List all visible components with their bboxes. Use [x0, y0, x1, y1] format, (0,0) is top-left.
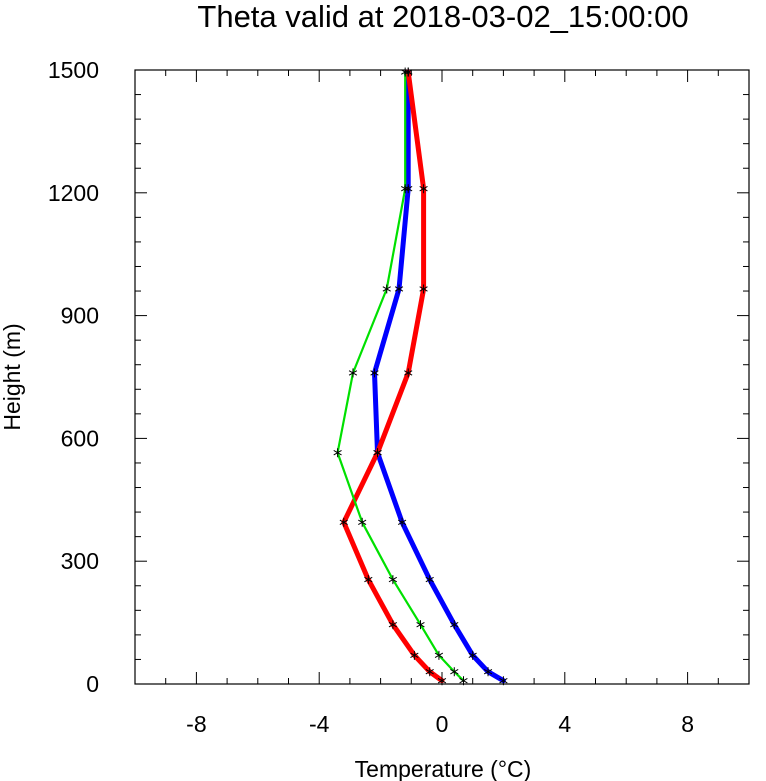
data-point-marker: [499, 676, 508, 686]
data-point-markers: [333, 67, 508, 686]
data-point-marker: [339, 517, 348, 527]
data-point-marker: [397, 517, 407, 527]
data-point-marker: [434, 650, 444, 660]
data-point-marker: [370, 368, 379, 378]
data-point-marker: [394, 284, 404, 294]
data-point-marker: [404, 368, 413, 378]
x-tick-labels: -8 -4 0 4 8: [186, 711, 694, 737]
plot-frame: [134, 69, 750, 685]
data-point-marker: [416, 620, 425, 630]
y-tick-label: 1500: [48, 57, 99, 83]
data-point-marker: [333, 448, 342, 458]
y-tick-label: 1200: [48, 180, 99, 206]
x-tick-label: -8: [186, 711, 206, 737]
data-point-marker: [373, 448, 382, 458]
x-tick-label: 0: [436, 711, 449, 737]
chart-title: Theta valid at 2018-03-02_15:00:00: [197, 0, 688, 34]
y-tick-label: 600: [61, 425, 99, 451]
series-lines: [336, 69, 506, 684]
data-point-marker: [388, 620, 398, 630]
y-axis-label: Height (m): [0, 323, 25, 430]
data-point-marker: [425, 667, 434, 677]
data-point-marker: [419, 184, 428, 194]
data-point-marker: [358, 517, 367, 527]
data-point-marker: [483, 667, 493, 677]
data-point-marker: [401, 184, 410, 194]
y-tick-labels: 0 300 600 900 1200 1500: [48, 57, 99, 697]
series-line-2: [341, 69, 445, 684]
data-point-marker: [450, 667, 459, 677]
data-point-marker: [348, 368, 358, 378]
x-tick-label: -4: [309, 711, 330, 737]
data-point-marker: [382, 284, 391, 294]
y-tick-label: 0: [86, 671, 99, 697]
data-point-marker: [401, 67, 410, 77]
data-point-marker: [419, 284, 428, 294]
series-line-3: [336, 70, 465, 682]
data-point-marker: [388, 575, 398, 585]
axis-ticks: [134, 69, 750, 685]
data-point-marker: [410, 650, 419, 660]
data-point-marker: [437, 676, 447, 686]
data-point-marker: [459, 676, 468, 686]
x-tick-label: 8: [681, 711, 694, 737]
data-point-marker: [468, 650, 477, 660]
x-axis-label: Temperature (°C): [355, 756, 532, 781]
data-point-marker: [425, 575, 434, 585]
data-point-marker: [450, 620, 459, 630]
y-tick-label: 900: [61, 303, 99, 329]
y-tick-label: 300: [61, 548, 99, 574]
plot-area: [134, 69, 750, 685]
x-tick-label: 4: [558, 711, 571, 737]
data-point-marker: [364, 575, 373, 585]
series-line-1: [372, 69, 506, 684]
